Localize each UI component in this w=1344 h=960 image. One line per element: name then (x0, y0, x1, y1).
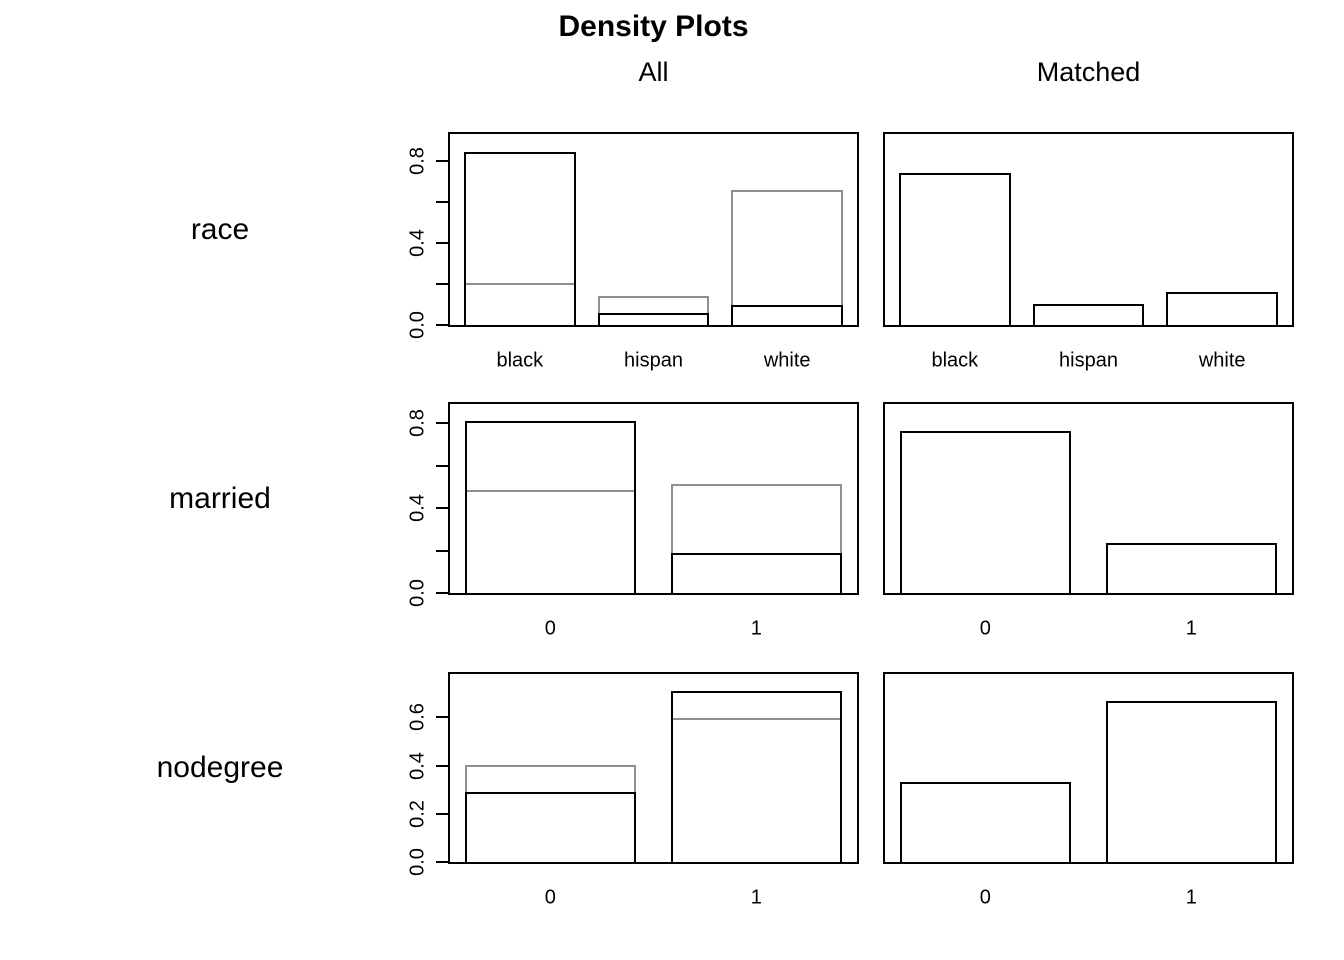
y-axis-tick (436, 764, 448, 767)
row-label-nodegree: nodegree (156, 751, 284, 784)
y-axis-tick (436, 324, 448, 326)
y-axis-tick-label: 0.4 (406, 751, 429, 780)
x-axis-category-label: hispan (1059, 349, 1118, 372)
x-axis-category-label: 0 (979, 886, 991, 909)
bar-treated-black (463, 152, 576, 327)
x-axis-category-label: black (496, 349, 544, 372)
bar-matched-1 (1105, 543, 1277, 595)
panel-race-matched: black hispan white (883, 132, 1294, 372)
y-axis-tick-label: 0.0 (406, 579, 429, 607)
y-axis-tick (436, 861, 448, 863)
row-label-race: race (190, 212, 250, 246)
x-axis-category-label: hispan (624, 349, 683, 372)
bar-matched-1 (1105, 701, 1277, 864)
y-axis-tick-label: 0.4 (406, 494, 429, 522)
bar-treated-hispan (597, 313, 710, 327)
bar-matched-0 (899, 431, 1071, 595)
y-axis-tick-label: 0.4 (406, 228, 429, 257)
y-axis-tick-label: 0.2 (406, 799, 429, 828)
y-axis-tick (436, 549, 448, 552)
x-axis-category-label: 1 (1185, 617, 1197, 640)
y-axis-tick-label: 0.8 (406, 146, 429, 175)
y-axis-tick (436, 716, 448, 719)
bar-matched-0 (899, 782, 1071, 864)
y-axis-tick (436, 159, 448, 162)
x-axis-category-label: 1 (750, 886, 762, 909)
x-axis-category-label: 1 (1185, 886, 1197, 909)
panel-race-all: 0.0 0.4 0.8 black hispan white (407, 132, 859, 372)
x-axis-category-label: black (931, 349, 979, 372)
y-axis-tick (436, 200, 448, 203)
panel-nodegree-all: 0.0 0.2 0.4 0.6 0 1 (407, 672, 859, 909)
bar-matched-hispan (1032, 304, 1145, 327)
y-axis-tick (436, 282, 448, 285)
x-axis-category-label: 0 (979, 617, 991, 640)
y-axis-tick-label: 0.0 (406, 311, 429, 339)
column-header-all: All (638, 56, 669, 87)
bar-treated-0 (464, 421, 636, 595)
y-axis-tick (436, 507, 448, 510)
x-axis-category-label: white (763, 349, 811, 372)
bar-matched-black (898, 173, 1011, 327)
bar-treated-1 (670, 553, 842, 595)
bar-matched-white (1166, 292, 1279, 327)
figure-title: Density Plots (558, 10, 749, 43)
bar-treated-white (731, 305, 844, 327)
y-axis-tick (436, 812, 448, 815)
y-axis-tick (436, 592, 448, 594)
column-header-matched: Matched (1036, 56, 1141, 87)
x-axis-category-label: 0 (544, 886, 556, 909)
row-label-married: married (169, 481, 271, 515)
x-axis-category-label: 1 (750, 617, 762, 640)
y-axis-tick-label: 0.8 (406, 409, 429, 438)
panel-married-all: 0.0 0.4 0.8 0 1 (407, 402, 859, 640)
y-axis-tick (436, 422, 448, 425)
bar-treated-0 (464, 792, 636, 864)
y-axis-tick-label: 0.6 (406, 703, 429, 732)
x-axis-category-label: 0 (544, 617, 556, 640)
bar-treated-1 (670, 691, 842, 864)
y-axis-tick-label: 0.0 (406, 848, 429, 876)
y-axis-tick (436, 241, 448, 244)
y-axis-tick (436, 464, 448, 467)
x-axis-category-label: white (1198, 349, 1246, 372)
